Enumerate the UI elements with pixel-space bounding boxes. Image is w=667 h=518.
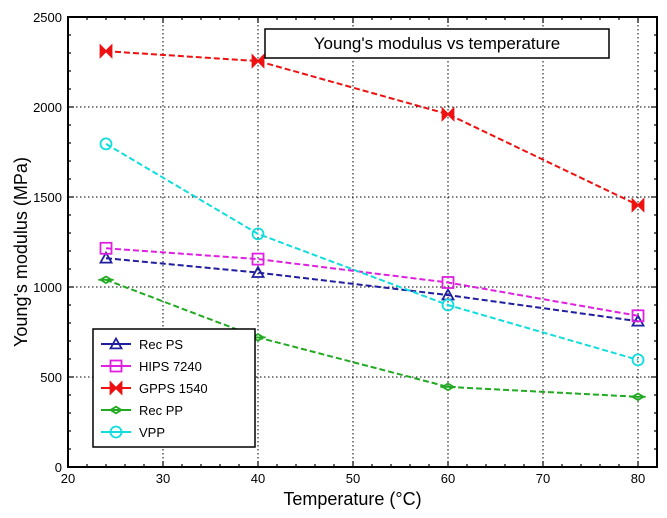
data-point: [631, 197, 645, 213]
y-tick-label: 0: [55, 460, 62, 475]
legend-label: GPPS 1540: [139, 381, 208, 396]
y-tick-labels: 0 500 1000 1500 2000 2500: [33, 10, 62, 475]
chart-title-box: Young's modulus vs temperature: [264, 28, 610, 59]
legend-label: Rec PS: [139, 337, 183, 352]
legend-marker: [108, 336, 124, 350]
data-point: [99, 241, 113, 255]
legend-entry: HIPS 7240: [101, 359, 202, 374]
x-tick-label: 60: [441, 471, 455, 486]
series-rec-ps: [98, 250, 646, 327]
plot-frame: [67, 16, 658, 468]
legend-marker: [109, 359, 123, 373]
series-gpps-1540: [99, 43, 645, 213]
legend-entry: GPPS 1540: [101, 380, 208, 396]
data-point: [250, 265, 266, 278]
data-point: [251, 227, 265, 241]
y-tick-label: 2500: [33, 10, 62, 25]
series-hips-7240: [99, 241, 645, 323]
series-layer: [98, 43, 646, 402]
series-line: [105, 247, 639, 317]
data-point: [441, 298, 455, 312]
data-point: [251, 53, 265, 69]
y-tick-label: 2000: [33, 100, 62, 115]
data-point: [441, 276, 455, 289]
grid-lines: [68, 17, 657, 467]
series-vpp: [99, 137, 645, 367]
legend: Rec PS HIPS 7240 GPPS 1540 Rec PP VPP: [92, 328, 256, 448]
data-point: [99, 43, 113, 59]
legend-label: HIPS 7240: [139, 359, 202, 374]
series-line: [105, 143, 639, 361]
series-line: [105, 257, 639, 323]
legend-label: Rec PP: [139, 403, 183, 418]
data-point: [251, 252, 265, 266]
chart-title: Young's modulus vs temperature: [314, 34, 560, 53]
data-point: [98, 250, 114, 264]
series-line: [105, 278, 639, 398]
legend-marker: [109, 380, 123, 396]
series-line: [105, 50, 639, 207]
x-tick-label: 50: [346, 471, 360, 486]
data-point: [99, 137, 113, 151]
data-point: [441, 106, 455, 122]
series-rec-pp: [98, 275, 646, 402]
legend-entry: Rec PS: [101, 336, 183, 352]
x-tick-label: 40: [251, 471, 265, 486]
x-tick-label: 80: [631, 471, 645, 486]
y-tick-label: 1000: [33, 280, 62, 295]
x-tick-labels: 20 30 40 50 60 70 80: [61, 471, 645, 486]
y-tick-label: 1500: [33, 190, 62, 205]
legend-entry: VPP: [101, 425, 165, 440]
legend-label: VPP: [139, 425, 165, 440]
y-tick-label: 500: [40, 370, 62, 385]
x-tick-label: 30: [156, 471, 170, 486]
data-point: [631, 309, 645, 323]
legend-entry: Rec PP: [101, 403, 183, 418]
x-tick-label: 70: [536, 471, 550, 486]
x-tick-label: 20: [61, 471, 75, 486]
legend-marker: [109, 425, 123, 439]
chart-title-frame: [264, 28, 610, 59]
data-point: [631, 353, 645, 367]
y-axis-title: Young's modulus (MPa): [11, 157, 31, 347]
x-axis-title: Temperature (°C): [283, 489, 421, 509]
